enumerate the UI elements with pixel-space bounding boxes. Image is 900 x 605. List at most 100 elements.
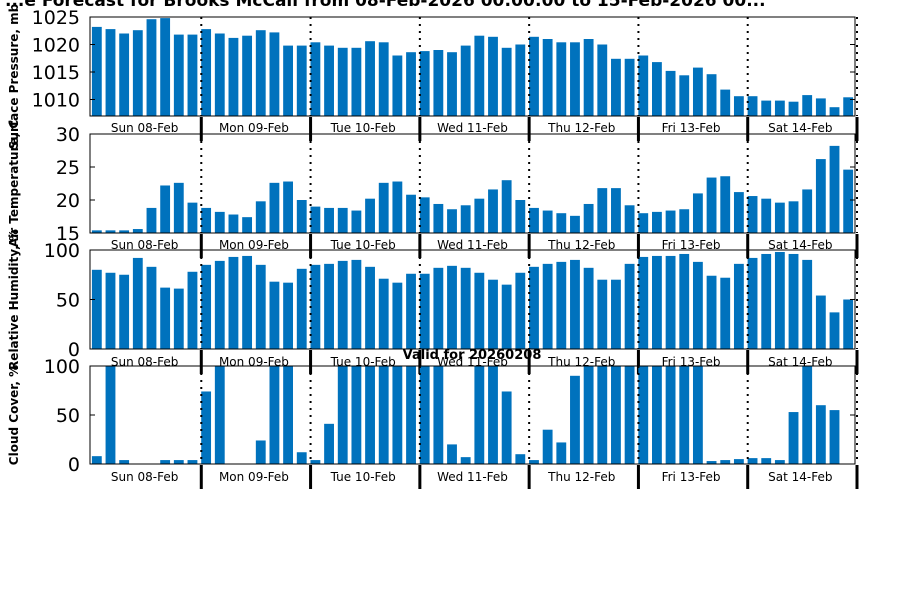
day-label: Sun 08-Feb <box>111 355 179 369</box>
bar <box>474 366 485 464</box>
bar <box>802 189 813 233</box>
bar <box>720 176 731 233</box>
bar <box>392 55 403 116</box>
bar <box>283 45 293 116</box>
bar <box>679 209 690 233</box>
bar <box>91 269 102 349</box>
bar <box>119 230 130 233</box>
bar <box>255 264 266 349</box>
bar <box>105 230 116 233</box>
bar <box>187 34 198 116</box>
bar <box>91 456 102 464</box>
y-tick-label: 0 <box>68 454 80 476</box>
bar <box>460 457 471 464</box>
bar <box>747 96 758 116</box>
bar <box>214 366 225 464</box>
bar <box>829 107 840 116</box>
bar <box>119 33 130 116</box>
bar <box>119 460 130 464</box>
bar <box>365 198 375 233</box>
y-tick-label: 15 <box>56 223 80 245</box>
bar <box>187 460 198 464</box>
day-label: Fri 13-Feb <box>662 121 721 135</box>
day-label: Thu 12-Feb <box>547 470 615 484</box>
bar <box>419 51 430 116</box>
bar <box>324 423 334 464</box>
bar <box>611 279 621 349</box>
bar <box>310 206 321 233</box>
bar <box>365 41 375 117</box>
panel-1: 1010 1015 1020 1025 Surface Pressure, mb Sun … <box>7 3 859 149</box>
bar <box>706 275 717 349</box>
y-axis-label: Air Temperature, C <box>7 120 21 248</box>
bar <box>324 45 334 116</box>
bar <box>351 366 362 464</box>
bar <box>474 35 485 117</box>
bar <box>638 366 649 464</box>
bar <box>542 210 553 233</box>
bar <box>542 429 553 464</box>
day-label: Wed 11-Feb <box>437 238 508 252</box>
bar <box>733 96 744 116</box>
bar <box>624 58 635 116</box>
bar <box>447 209 457 233</box>
bar <box>583 203 594 233</box>
bar <box>132 257 143 349</box>
bar <box>692 67 703 116</box>
bar <box>91 26 102 116</box>
bar <box>679 366 690 464</box>
bar <box>679 253 690 349</box>
y-tick-label: 100 <box>44 240 80 262</box>
bar <box>269 182 280 233</box>
bar <box>146 266 157 349</box>
bar <box>433 50 444 116</box>
bar <box>529 460 539 464</box>
bar <box>638 256 649 349</box>
bar <box>802 259 813 349</box>
bar <box>788 201 799 233</box>
bar <box>556 213 567 233</box>
y-tick-label: 50 <box>56 290 80 312</box>
day-label: Tue 10-Feb <box>330 470 396 484</box>
bar <box>419 366 430 464</box>
bar <box>187 271 198 349</box>
bar <box>720 277 731 349</box>
bar <box>488 279 498 349</box>
bar <box>146 207 157 233</box>
y-axis-label: Relative Humidity, % <box>7 229 21 370</box>
bar <box>843 169 854 233</box>
bar <box>679 75 690 116</box>
bar <box>652 255 662 349</box>
bar <box>733 192 744 233</box>
bar <box>310 460 321 464</box>
bar <box>105 366 116 464</box>
bar <box>583 39 594 116</box>
bar <box>665 70 676 116</box>
bar <box>638 213 649 233</box>
bar <box>843 299 854 349</box>
bar <box>529 36 539 116</box>
bar <box>201 29 212 117</box>
bar <box>529 207 539 233</box>
bar <box>624 205 635 233</box>
bar <box>665 366 676 464</box>
bar <box>501 284 512 349</box>
bar <box>774 460 785 464</box>
bar <box>665 210 676 233</box>
panel-4: 0 50 100 Cloud Cover, % Sun 08-Feb Mon 09-Feb… <box>7 356 859 489</box>
bar <box>747 458 758 464</box>
bar <box>91 230 102 233</box>
day-label: Wed 11-Feb <box>437 470 508 484</box>
bar <box>228 214 239 233</box>
bar <box>583 267 594 349</box>
bar <box>556 261 567 349</box>
bar <box>774 100 785 116</box>
bar <box>173 34 184 116</box>
bar <box>515 272 526 349</box>
bar <box>255 201 266 233</box>
bar <box>146 19 157 117</box>
axes-box <box>89 133 856 234</box>
bar <box>201 264 212 349</box>
bar <box>351 210 362 233</box>
